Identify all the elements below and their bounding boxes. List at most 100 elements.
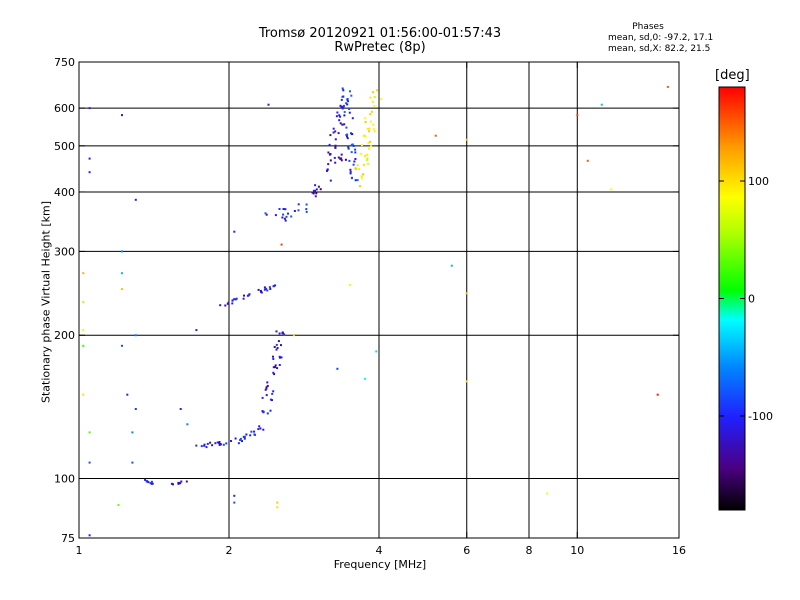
echo-point bbox=[339, 157, 342, 160]
echo-point bbox=[347, 147, 350, 150]
echo-point bbox=[317, 185, 320, 188]
echo-point bbox=[328, 153, 331, 156]
echo-point bbox=[335, 115, 338, 118]
echo-point bbox=[366, 154, 369, 156]
echo-point bbox=[265, 213, 268, 216]
echo-point bbox=[88, 461, 91, 464]
echo-point bbox=[364, 117, 367, 120]
echo-point bbox=[340, 105, 343, 108]
echo-point bbox=[327, 151, 330, 154]
echo-point bbox=[350, 151, 353, 154]
echo-point bbox=[266, 381, 269, 384]
echo-point bbox=[271, 399, 273, 402]
echo-point bbox=[233, 230, 236, 233]
echo-point bbox=[82, 300, 85, 303]
echo-point bbox=[265, 287, 268, 290]
echo-point bbox=[349, 172, 352, 175]
echo-point bbox=[267, 103, 270, 106]
x-axis-label: Frequency [MHz] bbox=[333, 558, 427, 571]
echo-point bbox=[290, 215, 293, 218]
echo-point bbox=[250, 430, 253, 433]
echo-point bbox=[269, 409, 272, 412]
echo-point bbox=[203, 444, 206, 447]
y-tick-label: 600 bbox=[54, 102, 75, 115]
echo-point bbox=[348, 111, 351, 114]
echo-point bbox=[434, 134, 437, 137]
echo-point bbox=[262, 428, 265, 431]
echo-point bbox=[274, 214, 277, 217]
echo-point bbox=[259, 427, 262, 430]
echo-point bbox=[239, 437, 242, 440]
echo-point bbox=[297, 209, 300, 212]
echo-point bbox=[284, 208, 287, 211]
grid-lines bbox=[79, 62, 679, 538]
echo-point bbox=[314, 184, 317, 187]
echo-point bbox=[253, 433, 256, 436]
echo-point bbox=[342, 104, 345, 107]
echo-point bbox=[336, 111, 339, 114]
echo-point bbox=[347, 100, 349, 103]
echo-point bbox=[261, 410, 264, 413]
echo-point bbox=[368, 127, 371, 130]
y-tick-label: 200 bbox=[54, 329, 75, 342]
echo-point bbox=[348, 159, 351, 162]
echo-point bbox=[610, 188, 613, 191]
echo-point bbox=[211, 444, 214, 447]
echo-point bbox=[121, 250, 123, 253]
echo-point bbox=[373, 104, 376, 107]
echo-point bbox=[356, 164, 359, 167]
echo-point bbox=[364, 135, 367, 138]
echo-point bbox=[328, 143, 331, 146]
echo-point bbox=[272, 366, 275, 369]
echo-point bbox=[179, 408, 182, 410]
x-tick-label: 2 bbox=[226, 544, 233, 557]
echo-point bbox=[134, 408, 137, 410]
echo-point bbox=[355, 168, 358, 170]
echo-point bbox=[314, 189, 316, 192]
echo-point bbox=[177, 481, 180, 484]
echo-point bbox=[144, 478, 147, 481]
echo-point bbox=[546, 492, 549, 495]
echo-point bbox=[150, 480, 153, 483]
echo-point bbox=[315, 192, 318, 195]
echo-point bbox=[280, 243, 283, 246]
echo-point bbox=[272, 358, 275, 360]
echo-point bbox=[364, 377, 366, 380]
echo-point bbox=[269, 398, 272, 401]
phases-label: Phases bbox=[632, 22, 664, 32]
colorbar-tick-label: 0 bbox=[748, 293, 755, 306]
x-tick-label: 8 bbox=[526, 544, 533, 557]
echo-point bbox=[265, 386, 268, 389]
echo-point bbox=[145, 480, 148, 483]
echo-point bbox=[278, 332, 281, 335]
echo-point bbox=[219, 304, 222, 307]
echo-point bbox=[235, 297, 238, 300]
echo-point bbox=[268, 286, 271, 289]
echo-point bbox=[271, 392, 274, 395]
echo-point bbox=[332, 127, 335, 130]
echo-point bbox=[263, 286, 266, 289]
echo-point bbox=[82, 329, 85, 332]
echo-point bbox=[311, 191, 314, 194]
echo-point bbox=[272, 371, 275, 374]
echo-point bbox=[121, 344, 123, 347]
echo-point bbox=[373, 96, 376, 98]
echo-point bbox=[305, 210, 308, 213]
echo-point bbox=[354, 148, 357, 151]
echo-point bbox=[180, 480, 183, 483]
echo-point bbox=[292, 334, 295, 337]
echo-point bbox=[257, 428, 260, 431]
echo-point bbox=[227, 301, 230, 304]
echo-point bbox=[348, 108, 351, 110]
echo-point bbox=[285, 215, 288, 218]
echo-point bbox=[362, 173, 365, 176]
data-points bbox=[82, 85, 669, 537]
echo-point bbox=[233, 501, 236, 504]
echo-point bbox=[216, 441, 219, 444]
echo-point bbox=[287, 212, 289, 215]
echo-point bbox=[261, 396, 264, 399]
echo-point bbox=[284, 219, 287, 222]
echo-point bbox=[339, 122, 342, 125]
echo-point bbox=[373, 128, 375, 131]
